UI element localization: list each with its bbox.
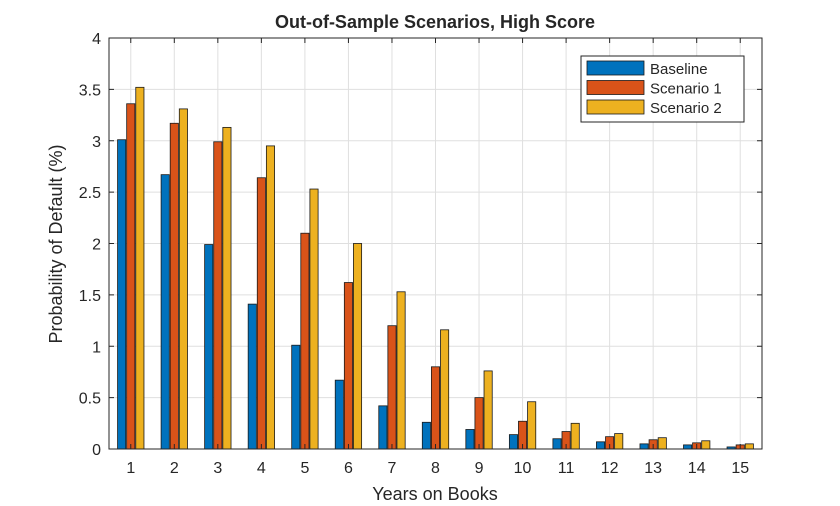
bar-scenario-2-6 (353, 243, 363, 450)
x-tick-label: 2 (170, 460, 179, 477)
bar-baseline-5 (291, 344, 301, 450)
bar-baseline-13 (639, 443, 649, 450)
legend-swatch (586, 60, 645, 76)
bar-baseline-7 (378, 405, 388, 450)
bar-scenario-1-7 (387, 325, 397, 450)
x-axis-ticks: 1 2 3 4 5 6 7 8 9 10 11 12 13 14 15 (126, 38, 749, 477)
x-tick-label: 12 (601, 460, 619, 477)
legend-label: Baseline (650, 61, 708, 78)
bar-scenario-2-2 (178, 108, 188, 450)
bar-baseline-1 (117, 139, 127, 450)
x-axis-label: Years on Books (372, 484, 497, 504)
bar-scenario-2-12 (614, 433, 624, 450)
bar-baseline-14 (683, 444, 693, 450)
bar-baseline-6 (334, 379, 344, 450)
bar-scenario-2-8 (440, 329, 450, 450)
bar-scenario-2-11 (570, 422, 580, 450)
y-axis-label: Probability of Default (%) (46, 144, 66, 343)
y-tick-label: 4 (92, 31, 101, 48)
y-tick-label: 3.5 (79, 82, 101, 99)
x-tick-label: 5 (300, 460, 309, 477)
y-tick-label: 0 (92, 442, 101, 459)
bar-baseline-3 (204, 244, 214, 450)
bar-baseline-4 (247, 303, 257, 450)
x-tick-label: 8 (431, 460, 440, 477)
bar-scenario-2-3 (222, 126, 232, 450)
x-tick-label: 10 (514, 460, 532, 477)
bar-scenario-2-9 (483, 370, 493, 450)
x-tick-label: 13 (644, 460, 662, 477)
x-tick-label: 3 (213, 460, 222, 477)
legend-swatch (586, 80, 645, 95)
y-axis-ticks: 0 0.5 1 1.5 2 2.5 3 3.5 4 (79, 31, 762, 459)
bar-baseline-8 (421, 421, 431, 450)
chart-title: Out-of-Sample Scenarios, High Score (275, 12, 595, 32)
x-tick-label: 9 (475, 460, 484, 477)
bar-scenario-2-4 (265, 145, 275, 450)
y-tick-label: 2.5 (79, 185, 101, 202)
bar-scenario-1-5 (300, 232, 310, 450)
bar-scenario-1-8 (430, 366, 440, 450)
x-tick-label: 6 (344, 460, 353, 477)
bar-baseline-12 (596, 441, 606, 450)
bar-scenario-1-9 (474, 397, 484, 450)
bar-scenario-2-5 (309, 188, 319, 450)
bar-scenario-1-3 (213, 141, 223, 450)
legend-label: Scenario 2 (650, 100, 722, 117)
x-tick-label: 7 (388, 460, 397, 477)
x-tick-label: 4 (257, 460, 266, 477)
y-tick-label: 2 (92, 237, 101, 254)
x-tick-label: 15 (731, 460, 749, 477)
x-tick-label: 11 (558, 460, 575, 477)
bar-scenario-2-10 (527, 401, 537, 450)
legend-label: Scenario 1 (650, 81, 722, 98)
bars-group (117, 86, 754, 450)
bar-scenario-1-2 (169, 122, 179, 450)
bar-scenario-2-7 (396, 291, 406, 450)
bar-baseline-9 (465, 429, 475, 450)
bar-scenario-1-4 (256, 177, 266, 450)
bar-scenario-1-1 (126, 103, 136, 450)
legend: Baseline Scenario 1 Scenario 2 (580, 55, 745, 123)
bar-baseline-2 (160, 174, 170, 450)
x-tick-label: 14 (688, 460, 706, 477)
y-tick-label: 1 (92, 339, 101, 356)
legend-swatch (586, 99, 645, 115)
y-tick-label: 3 (92, 134, 101, 151)
y-tick-label: 0.5 (79, 391, 101, 408)
bar-scenario-2-14 (701, 440, 711, 450)
bar-baseline-11 (552, 438, 562, 450)
x-tick-label: 1 (126, 460, 135, 477)
bar-scenario-1-6 (343, 282, 353, 450)
bar-scenario-2-1 (135, 86, 145, 450)
y-tick-label: 1.5 (79, 288, 101, 305)
bar-scenario-2-13 (657, 437, 667, 450)
bar-scenario-2-15 (744, 443, 754, 450)
bar-baseline-10 (508, 434, 518, 450)
